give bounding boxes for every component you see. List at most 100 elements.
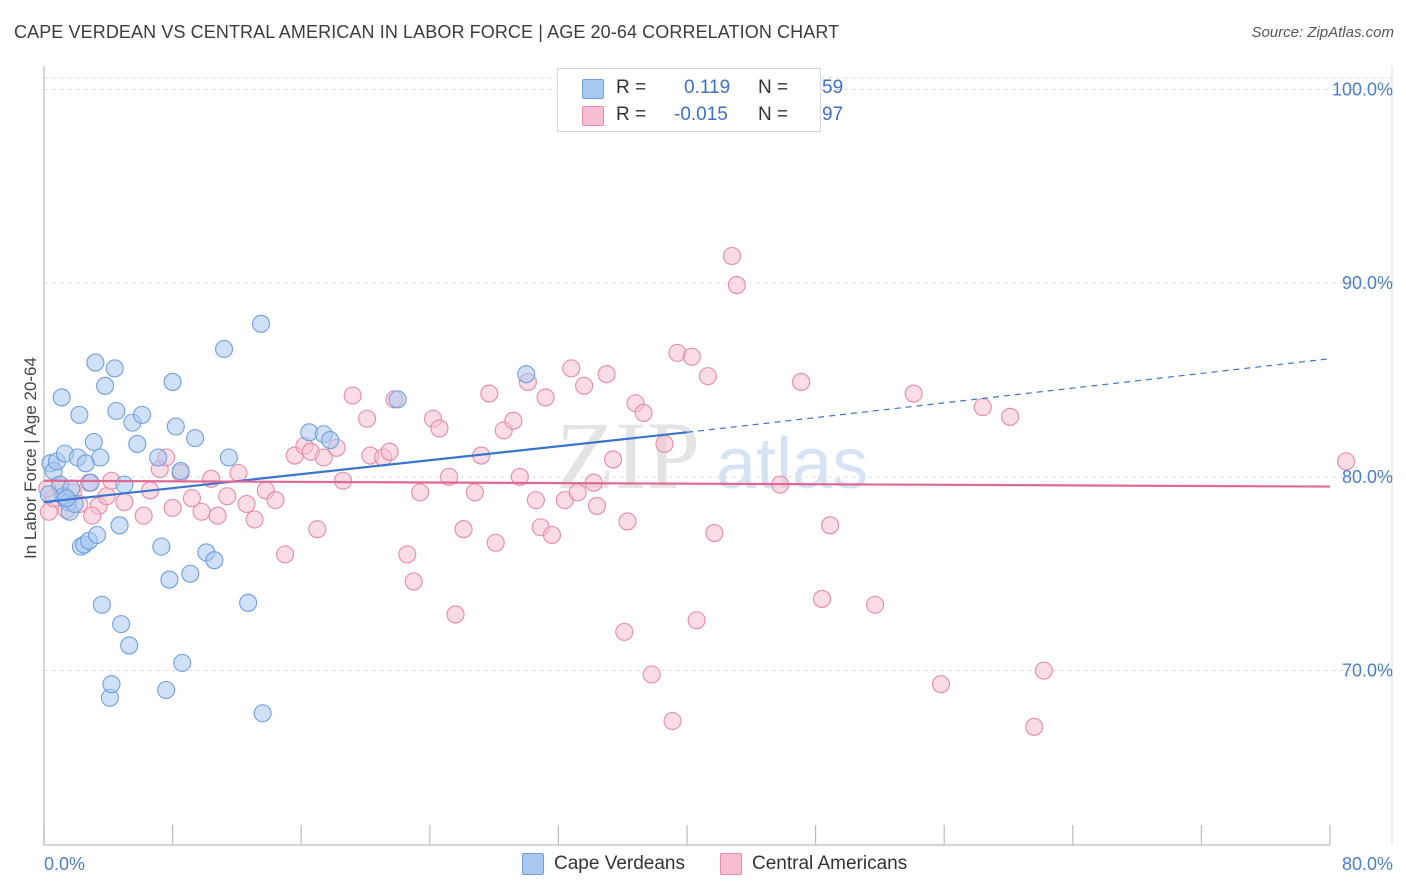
legend-swatch-pink — [582, 106, 604, 126]
cape-verdean-point — [157, 680, 176, 700]
cape-verdean-point — [86, 353, 105, 372]
central-american-point — [308, 520, 327, 539]
y-tick-label: 70.0% — [1342, 661, 1393, 681]
central-american-point — [687, 611, 706, 630]
cape-verdean-point — [171, 462, 190, 481]
central-american-point — [542, 525, 562, 545]
cape-verdean-point — [321, 431, 340, 450]
central-american-point — [358, 409, 377, 428]
cape-verdean-point — [87, 525, 107, 545]
central-american-point — [314, 448, 333, 467]
central-american-point — [634, 403, 653, 422]
central-american-point — [237, 494, 256, 514]
cape-verdean-point — [173, 653, 192, 672]
central-american-point — [682, 347, 701, 366]
bottom-legend-label: Central Americans — [752, 853, 908, 874]
cape-verdean-point — [253, 704, 272, 723]
central-american-point — [722, 246, 742, 266]
central-american-point — [446, 605, 465, 624]
cape-verdean-point — [251, 314, 271, 333]
cape-verdean-point — [128, 434, 147, 453]
central-american-point — [218, 487, 237, 506]
chart-title: CAPE VERDEAN VS CENTRAL AMERICAN IN LABO… — [14, 22, 840, 42]
central-american-point — [562, 359, 581, 378]
central-american-point — [182, 489, 201, 508]
central-american-point — [618, 512, 637, 531]
legend-n-label: N = — [758, 77, 789, 98]
cape-verdean-point — [133, 405, 152, 424]
central-american-point — [536, 388, 555, 407]
cape-verdean-point — [52, 388, 71, 407]
cape-verdean-point — [517, 365, 536, 384]
central-american-point — [604, 450, 623, 469]
central-american-point — [266, 491, 285, 510]
central-american-point — [866, 595, 885, 614]
central-american-point — [1337, 452, 1356, 471]
central-american-point — [486, 533, 505, 552]
central-american-point — [655, 434, 674, 453]
central-american-point — [615, 622, 634, 641]
legend-r-value: -0.015 — [674, 104, 728, 125]
y-tick-label: 80.0% — [1342, 467, 1393, 487]
central-american-point — [440, 467, 459, 486]
central-american-point — [208, 506, 227, 525]
cape-verdean-point — [96, 376, 115, 395]
central-american-point — [480, 384, 499, 403]
cape-verdean-point — [115, 475, 134, 494]
central-american-point — [430, 419, 449, 438]
y-tick-label: 90.0% — [1342, 273, 1393, 293]
cape-verdeans-points — [39, 314, 536, 723]
central-american-point — [115, 493, 134, 512]
watermark: ZIP atlas — [556, 402, 868, 509]
trend-lines — [43, 358, 1331, 504]
central-american-trend-line — [43, 479, 1331, 488]
cape-verdean-point — [84, 432, 103, 452]
cape-verdean-point — [112, 615, 131, 634]
central-american-point — [1001, 407, 1020, 426]
central-american-point — [411, 483, 430, 502]
central-american-point — [526, 491, 545, 510]
central-american-point — [192, 502, 211, 521]
legend-n-value: 59 — [822, 77, 844, 98]
cape-verdean-point — [110, 516, 129, 535]
cape-verdean-point — [181, 564, 200, 583]
legend-r-label: R = — [616, 104, 647, 125]
y-axis-label: In Labor Force | Age 20-64 — [21, 357, 40, 559]
cape-verdean-trend-line — [43, 431, 688, 504]
central-american-point — [404, 572, 423, 591]
x-tick-label: 80.0% — [1342, 854, 1393, 874]
y-tick-label: 100.0% — [1332, 79, 1393, 99]
tick-labels: 70.0% 80.0% 90.0% 100.0% 0.0% 80.0% — [44, 79, 1393, 874]
central-american-point — [229, 463, 248, 483]
cape-verdean-point — [102, 675, 121, 694]
cape-verdean-point — [120, 636, 139, 655]
watermark-atlas: atlas — [716, 424, 868, 504]
central-american-point — [575, 376, 594, 395]
bottom-legend-swatch-pink — [720, 853, 742, 875]
central-american-point — [587, 496, 607, 515]
central-american-point — [465, 483, 484, 502]
central-american-point — [904, 384, 923, 403]
legend-n-value: 97 — [822, 104, 844, 125]
bottom-legend-swatch-blue — [522, 853, 544, 875]
cape-verdean-trend-extension — [686, 358, 1331, 433]
central-american-point — [792, 372, 811, 391]
central-american-point — [727, 276, 746, 295]
cape-verdean-point — [92, 595, 111, 614]
cape-verdean-point — [186, 429, 205, 448]
legend-swatch-blue — [582, 79, 604, 99]
cape-verdean-point — [388, 390, 407, 409]
central-american-point — [1034, 661, 1053, 680]
cape-verdean-point — [239, 593, 258, 612]
central-american-point — [343, 386, 362, 405]
central-american-point — [245, 510, 264, 529]
central-american-point — [83, 506, 102, 525]
legend-r-label: R = — [616, 77, 647, 98]
axes — [43, 66, 1393, 846]
central-american-point — [931, 675, 951, 694]
cape-verdean-point — [105, 359, 124, 378]
cape-verdean-point — [81, 473, 100, 492]
legend-n-label: N = — [758, 104, 789, 125]
central-american-point — [812, 589, 832, 608]
